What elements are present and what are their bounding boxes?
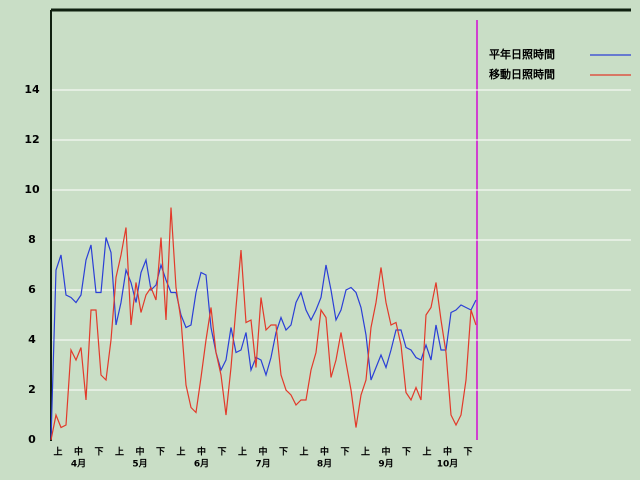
y-tick-label: 8 [28,233,36,246]
x-period-label: 上 [299,446,308,458]
x-period-label: 上 [176,446,185,458]
x-period-label: 上 [361,446,370,458]
x-month-label: 6月 [194,459,209,470]
x-period-label: 中 [443,446,452,458]
y-tick-label: 6 [28,283,36,296]
x-period-label: 下 [217,447,226,458]
y-tick-label: 0 [28,433,36,446]
x-month-label: 8月 [317,459,332,470]
x-period-label: 上 [53,446,62,458]
x-month-label: 9月 [378,459,393,470]
x-period-label: 下 [279,447,288,458]
x-month-label: 10月 [437,459,459,470]
x-period-label: 上 [422,446,431,458]
x-month-label: 5月 [132,459,147,470]
x-period-label: 中 [135,446,144,458]
y-tick-label: 4 [28,333,36,346]
x-month-label: 7月 [255,459,270,470]
x-month-label: 4月 [71,459,86,470]
x-period-label: 上 [238,446,247,458]
x-period-label: 下 [402,447,411,458]
series-line [50,237,477,441]
x-period-label: 中 [258,446,267,458]
x-period-label: 下 [94,447,103,458]
x-period-label: 下 [463,447,472,458]
series-line [50,207,477,441]
y-tick-label: 14 [24,83,40,96]
legend-label: 移動日照時間 [489,67,555,81]
x-period-label: 上 [115,446,124,458]
x-period-label: 下 [156,447,165,458]
y-tick-label: 12 [24,133,39,146]
legend-label: 平年日照時間 [489,47,555,61]
x-period-label: 中 [320,446,329,458]
x-period-label: 中 [381,446,390,458]
y-tick-label: 10 [24,183,40,196]
x-period-label: 中 [74,446,83,458]
x-period-label: 中 [197,446,206,458]
y-tick-label: 2 [28,383,36,396]
x-period-label: 下 [340,447,349,458]
